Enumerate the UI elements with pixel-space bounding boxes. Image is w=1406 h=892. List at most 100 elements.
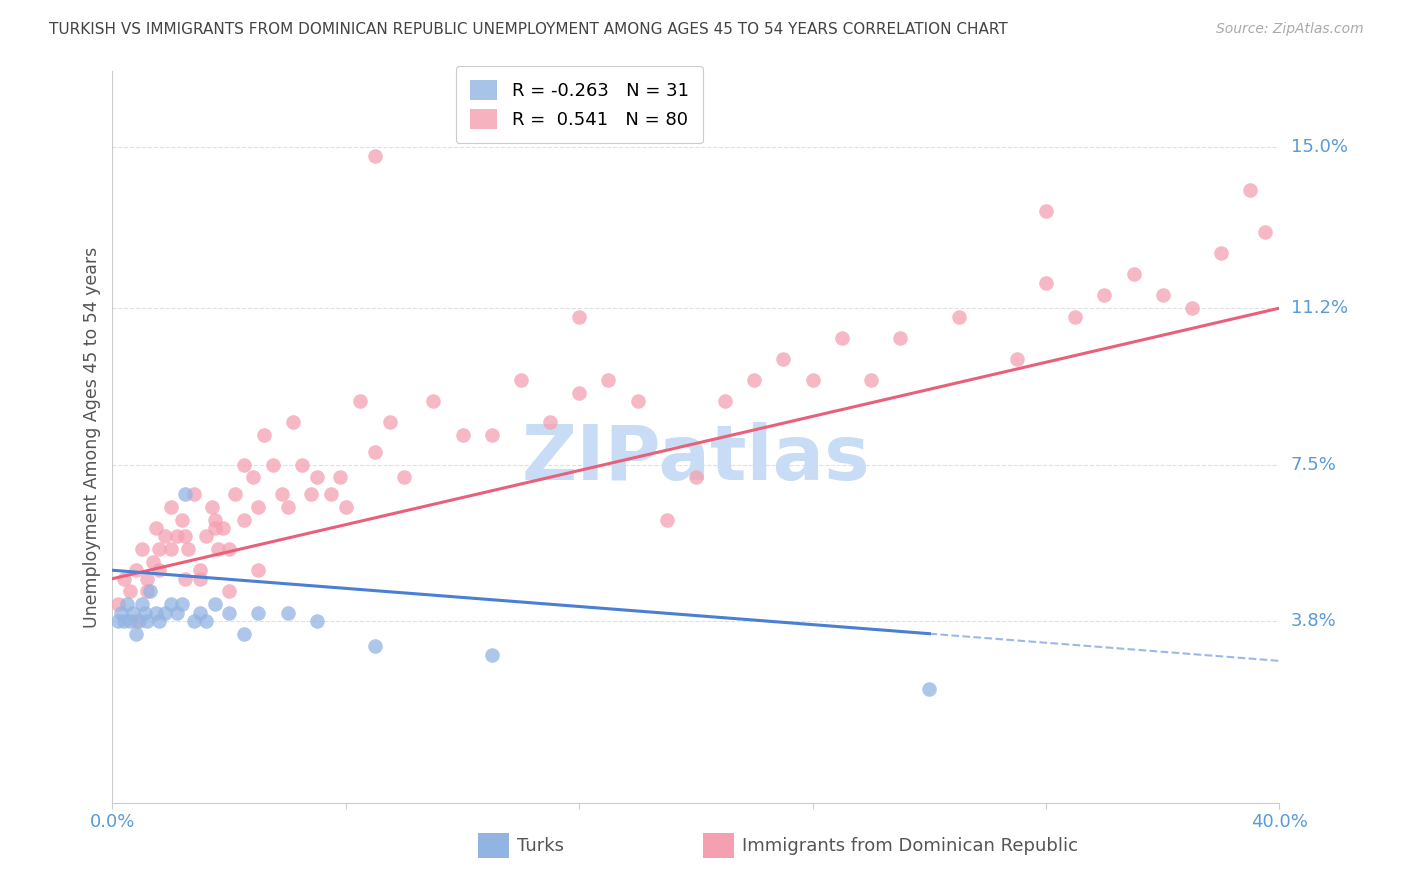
Point (1239, 183, 1261, 197)
Point (655, 512, 678, 526)
Point (207, 542, 229, 557)
Point (714, 394, 737, 409)
Point (112, 614, 135, 628)
Point (160, 542, 183, 557)
Point (1209, 246, 1232, 260)
Point (194, 614, 217, 628)
Point (188, 606, 211, 620)
Point (153, 606, 176, 620)
Point (107, 614, 129, 628)
Point (422, 394, 444, 409)
Point (148, 563, 170, 577)
Point (568, 310, 591, 324)
Point (194, 529, 217, 543)
Point (125, 563, 148, 577)
Point (247, 500, 270, 514)
Point (110, 606, 132, 620)
Point (538, 415, 561, 429)
Point (136, 614, 159, 628)
Point (1181, 301, 1204, 315)
Point (509, 373, 531, 387)
Point (118, 584, 141, 599)
Point (242, 470, 264, 484)
Point (172, 597, 194, 611)
Point (481, 648, 503, 662)
Point (276, 500, 298, 514)
Point (305, 614, 328, 628)
Point (568, 385, 591, 400)
Point (218, 542, 240, 557)
Point (253, 428, 276, 442)
Point (204, 597, 226, 611)
Point (481, 428, 503, 442)
Point (1122, 268, 1144, 282)
Text: 15.0%: 15.0% (1291, 138, 1347, 156)
Point (262, 458, 284, 472)
Point (183, 614, 205, 628)
Point (188, 563, 211, 577)
Point (772, 351, 794, 366)
Point (131, 542, 153, 557)
Point (299, 487, 322, 501)
Point (188, 572, 211, 586)
Point (321, 487, 343, 501)
Point (685, 470, 707, 484)
Point (218, 606, 240, 620)
Point (177, 542, 200, 557)
Point (145, 521, 167, 535)
Point (291, 458, 314, 472)
Point (134, 606, 156, 620)
Point (831, 331, 853, 345)
Point (918, 681, 941, 696)
Text: Source: ZipAtlas.com: Source: ZipAtlas.com (1216, 22, 1364, 37)
Point (1152, 288, 1174, 302)
Point (128, 614, 150, 628)
Point (232, 512, 254, 526)
Point (166, 606, 188, 620)
Point (451, 428, 474, 442)
Point (218, 584, 240, 599)
Point (247, 606, 270, 620)
Point (335, 500, 357, 514)
Point (394, 470, 416, 484)
Text: ZIPatlas: ZIPatlas (522, 422, 870, 496)
Point (948, 310, 970, 324)
Point (115, 597, 138, 611)
Y-axis label: Unemployment Among Ages 45 to 54 years: Unemployment Among Ages 45 to 54 years (83, 246, 101, 628)
Point (204, 512, 226, 526)
Point (174, 572, 197, 586)
Point (125, 614, 148, 628)
Point (232, 458, 254, 472)
Point (224, 487, 246, 501)
Point (378, 415, 401, 429)
Point (742, 373, 765, 387)
Point (1254, 225, 1277, 239)
Point (160, 500, 183, 514)
Point (329, 470, 352, 484)
Point (212, 521, 235, 535)
Text: Immigrants from Dominican Republic: Immigrants from Dominican Republic (742, 837, 1078, 855)
Point (174, 487, 197, 501)
Point (172, 512, 194, 526)
Point (148, 542, 170, 557)
Point (125, 626, 148, 640)
Point (801, 373, 824, 387)
Point (598, 373, 620, 387)
Point (118, 614, 141, 628)
Point (131, 597, 153, 611)
Point (183, 487, 205, 501)
Point (201, 500, 224, 514)
Point (139, 584, 162, 599)
Point (232, 626, 254, 640)
Point (153, 529, 176, 543)
Point (148, 614, 170, 628)
Point (305, 470, 328, 484)
Point (860, 373, 883, 387)
Point (1035, 276, 1057, 290)
Point (889, 331, 911, 345)
Text: 11.2%: 11.2% (1291, 299, 1348, 318)
Point (1094, 288, 1116, 302)
Point (364, 640, 387, 654)
Point (627, 394, 650, 409)
Point (145, 606, 167, 620)
